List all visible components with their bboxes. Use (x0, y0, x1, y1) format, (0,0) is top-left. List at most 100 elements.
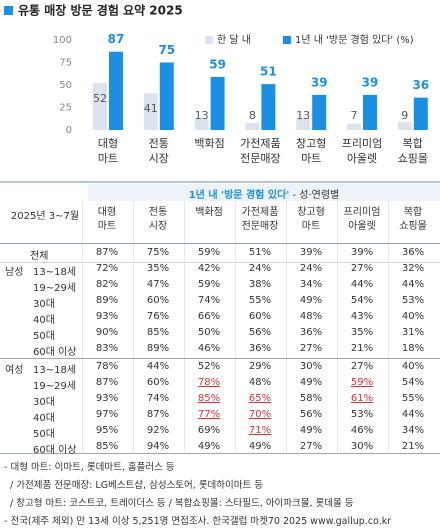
row-label: 60대 이상 (33, 347, 77, 358)
row-group: 남성 (5, 267, 24, 278)
footnote: / 가전제품 전문매장: LG베스트샵, 삼성스토어, 롯데하이마트 등 (4, 480, 264, 491)
table-cell: 74% (197, 295, 221, 306)
table-cell: 35% (350, 327, 374, 338)
row-label: 30대 (33, 299, 55, 310)
footnote: / 창고형 마트: 코스트코, 트레이더스 등 / 복합쇼핑몰: 스타필드, 아… (4, 498, 354, 509)
table-cell: 54% (401, 377, 425, 388)
x-tick-label: 전통 시장 (148, 137, 169, 165)
table-cell: 51% (248, 247, 272, 258)
table-cell: 58% (299, 393, 323, 404)
table-cell: 27% (299, 441, 323, 452)
title-icon (4, 6, 13, 15)
table-cell: 27% (350, 361, 374, 372)
period: 2025년 3~7월 (10, 211, 80, 222)
table-cell: 49% (299, 377, 323, 388)
value-label: 13 (296, 109, 310, 122)
table-cell: 49% (197, 441, 221, 452)
x-tick-label: 가전제품 전문매장 (240, 137, 281, 165)
row-label: 30대 (33, 397, 55, 408)
table-cell: 77% (197, 409, 221, 420)
table-cell: 44% (401, 279, 425, 290)
column-divider (234, 201, 236, 452)
table-cell: 46% (197, 343, 221, 354)
table-cell: 34% (401, 425, 425, 436)
column-divider (387, 201, 389, 452)
table-cell: 78% (95, 361, 119, 372)
table-cell: 43% (350, 311, 374, 322)
column-header: 백화점 (195, 207, 223, 218)
table-cell: 53% (401, 295, 425, 306)
row-label: 40대 (33, 315, 55, 326)
y-tick-label: 25 (59, 103, 72, 114)
bar (363, 94, 377, 130)
table-cell: 60% (248, 311, 272, 322)
x-tick-label: 대형 마트 (97, 137, 119, 165)
separator (0, 181, 440, 183)
value-label: 7 (351, 109, 358, 122)
table-cell: 72% (95, 263, 119, 274)
header-rule (0, 243, 440, 244)
y-tick-label: 0 (66, 125, 72, 136)
table-subtitle: - 성·연령별 (289, 190, 340, 201)
table-cell: 48% (299, 311, 323, 322)
table-cell: 76% (146, 311, 170, 322)
table-cell: 32% (401, 263, 425, 274)
table-cell: 40% (401, 361, 425, 372)
table-cell: 89% (146, 343, 170, 354)
y-tick-label: 50 (59, 80, 72, 91)
table-cell: 54% (350, 295, 374, 306)
table-cell: 82% (95, 279, 119, 290)
table-cell: 65% (248, 393, 272, 404)
table-cell: 53% (350, 409, 374, 420)
value-label: 36 (412, 78, 429, 92)
row-label: 19~29세 (33, 381, 77, 392)
chart: 유통 매장 방문 경험 요약 2025 0 25 50 75 100 한 달 내 1년 내 … (4, 3, 429, 136)
column-header: 복합 쇼핑몰 (399, 207, 427, 232)
value-label: 41 (144, 102, 158, 115)
bar (312, 94, 327, 130)
value-label: 9 (401, 109, 408, 122)
column-divider (183, 201, 185, 452)
value-label: 39 (311, 75, 328, 89)
table-cell: 42% (197, 263, 221, 274)
table-cell: 92% (146, 425, 170, 436)
table-cell: 90% (95, 327, 119, 338)
table-cell: 56% (248, 327, 272, 338)
row-label: 50대 (33, 331, 55, 342)
row-label: 60대 이상 (33, 445, 77, 456)
x-tick-label: 복합 쇼핑몰 (397, 137, 428, 165)
table-cell: 40% (401, 311, 425, 322)
table-cell: 55% (401, 393, 425, 404)
bar (109, 51, 123, 131)
row-label: 13~18세 (33, 267, 77, 278)
table-cell: 85% (95, 441, 119, 452)
table-header-bg (88, 184, 440, 201)
row-group: 여성 (5, 365, 24, 376)
column-divider (81, 201, 83, 452)
table-cell: 49% (299, 425, 323, 436)
table-cell: 61% (350, 393, 374, 404)
footnote: - 대형 마트: 이마트, 롯데마트, 홈플러스 등 (4, 462, 175, 473)
table-cell: 59% (197, 247, 221, 258)
table-cell: 36% (299, 327, 323, 338)
table-cell: 85% (197, 393, 221, 404)
legend-label: 한 달 내 (217, 34, 251, 46)
bar (347, 123, 361, 130)
x-tick-label: 창고형 마트 (296, 137, 327, 165)
bar (194, 118, 209, 130)
bar (397, 121, 412, 130)
column-divider (132, 201, 134, 452)
value-label: 8 (249, 109, 256, 122)
bar (413, 97, 428, 130)
table-cell: 89% (95, 295, 119, 306)
value-label: 75 (158, 43, 175, 57)
table-cell: 97% (95, 409, 119, 420)
row-label: 19~29세 (33, 283, 77, 294)
column-divider (336, 201, 338, 452)
bar (143, 93, 158, 130)
table-cell: 70% (248, 409, 272, 420)
table-cell: 35% (146, 263, 170, 274)
total-rule (0, 262, 440, 263)
table-bottom (0, 453, 440, 454)
table-cell: 27% (299, 343, 323, 354)
